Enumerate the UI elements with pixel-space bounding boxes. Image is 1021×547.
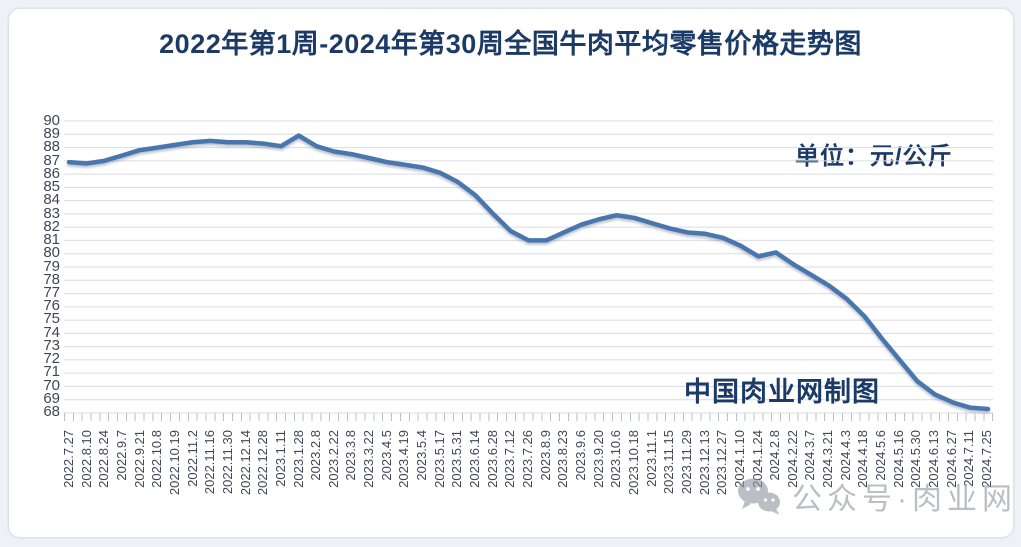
x-axis-label: 2023.11.29	[678, 430, 694, 495]
y-axis-label: 74	[43, 323, 60, 341]
x-axis-label: 2023.11.1	[643, 430, 659, 487]
x-axis-label: 2022.9.7	[113, 430, 129, 481]
watermark-text: 公众号·肉业网	[792, 483, 1017, 516]
x-axis-label: 2023.6.28	[484, 430, 500, 488]
y-axis-label: 82	[43, 217, 60, 235]
x-axis-ticks	[64, 413, 993, 421]
y-axis-label: 86	[43, 164, 60, 182]
x-axis-label: 2023.9.6	[572, 430, 588, 481]
y-axis-label: 78	[43, 270, 60, 288]
x-axis-label: 2022.11.30	[219, 430, 235, 495]
x-axis-label: 2023.5.31	[449, 430, 465, 488]
y-axis-label: 77	[43, 283, 60, 301]
price-line	[66, 133, 991, 412]
y-axis-label: 70	[43, 376, 60, 394]
x-axis-label: 2023.8.9	[537, 430, 553, 481]
y-axis-label: 76	[43, 297, 60, 315]
x-axis-label: 2022.8.24	[96, 430, 112, 488]
chart-title: 2022年第1周-2024年第30周全国牛肉平均零售价格走势图	[159, 29, 862, 59]
y-axis-label: 72	[43, 350, 60, 368]
y-axis-label: 69	[43, 389, 60, 407]
y-axis-label: 71	[43, 363, 60, 381]
y-axis-label: 89	[43, 125, 60, 143]
x-axis-label: 2023.2.22	[325, 430, 341, 488]
y-axis-label: 90	[43, 112, 60, 129]
x-axis-label: 2022.12.14	[237, 430, 253, 496]
wechat-icon	[738, 478, 780, 515]
x-axis-label: 2023.8.23	[555, 430, 571, 488]
x-axis-label: 2023.4.5	[378, 430, 394, 481]
credit-label: 中国肉业网制图	[684, 377, 880, 407]
y-axis-label: 83	[43, 204, 60, 222]
x-axis-label: 2023.5.17	[431, 430, 447, 488]
x-axis-label: 2023.12.27	[714, 430, 730, 496]
watermark: 公众号·肉业网	[736, 474, 1017, 518]
x-axis-label: 2023.4.19	[396, 430, 412, 488]
x-axis-label: 2022.11.16	[202, 430, 218, 495]
y-axis-label: 84	[43, 191, 60, 209]
x-axis-label: 2023.10.6	[608, 430, 624, 488]
x-axis-label: 2023.2.8	[308, 430, 324, 481]
y-axis-label: 88	[43, 138, 60, 156]
x-axis-label: 2023.12.13	[696, 430, 712, 496]
x-axis-label: 2022.9.21	[131, 430, 147, 488]
x-axis-label: 2023.7.12	[502, 430, 518, 488]
x-axis-label: 2022.7.27	[61, 430, 76, 488]
x-axis-label: 2023.11.15	[661, 430, 677, 495]
y-axis-label: 81	[43, 231, 60, 249]
x-axis-label: 2022.10.19	[166, 430, 182, 496]
y-axis-label: 80	[43, 244, 60, 262]
x-axis-label: 2023.7.26	[520, 430, 535, 488]
x-axis-label: 2023.3.22	[361, 430, 377, 488]
y-axis-label: 68	[43, 403, 60, 420]
x-axis-label: 2022.10.8	[149, 430, 165, 488]
y-axis-label: 73	[43, 336, 60, 354]
x-axis-label: 2023.1.28	[290, 430, 306, 488]
chart-card	[8, 8, 1014, 538]
x-axis-label: 2023.9.20	[590, 430, 606, 488]
x-axis-label: 2023.10.18	[625, 430, 641, 496]
x-axis-label: 2022.11.2	[184, 430, 200, 487]
x-axis-label: 2022.8.10	[78, 430, 94, 488]
y-axis-label: 85	[43, 178, 60, 196]
y-axis-label: 87	[43, 151, 60, 169]
x-axis-label: 2023.6.14	[467, 430, 483, 488]
x-axis-label: 2023.5.4	[414, 430, 430, 481]
x-axis-label: 2023.1.11	[272, 430, 288, 487]
y-axis-label: 79	[43, 257, 60, 275]
y-axis-label: 75	[43, 310, 60, 328]
x-axis-label: 2023.3.8	[343, 430, 359, 481]
x-axis-label: 2022.12.28	[255, 430, 271, 496]
